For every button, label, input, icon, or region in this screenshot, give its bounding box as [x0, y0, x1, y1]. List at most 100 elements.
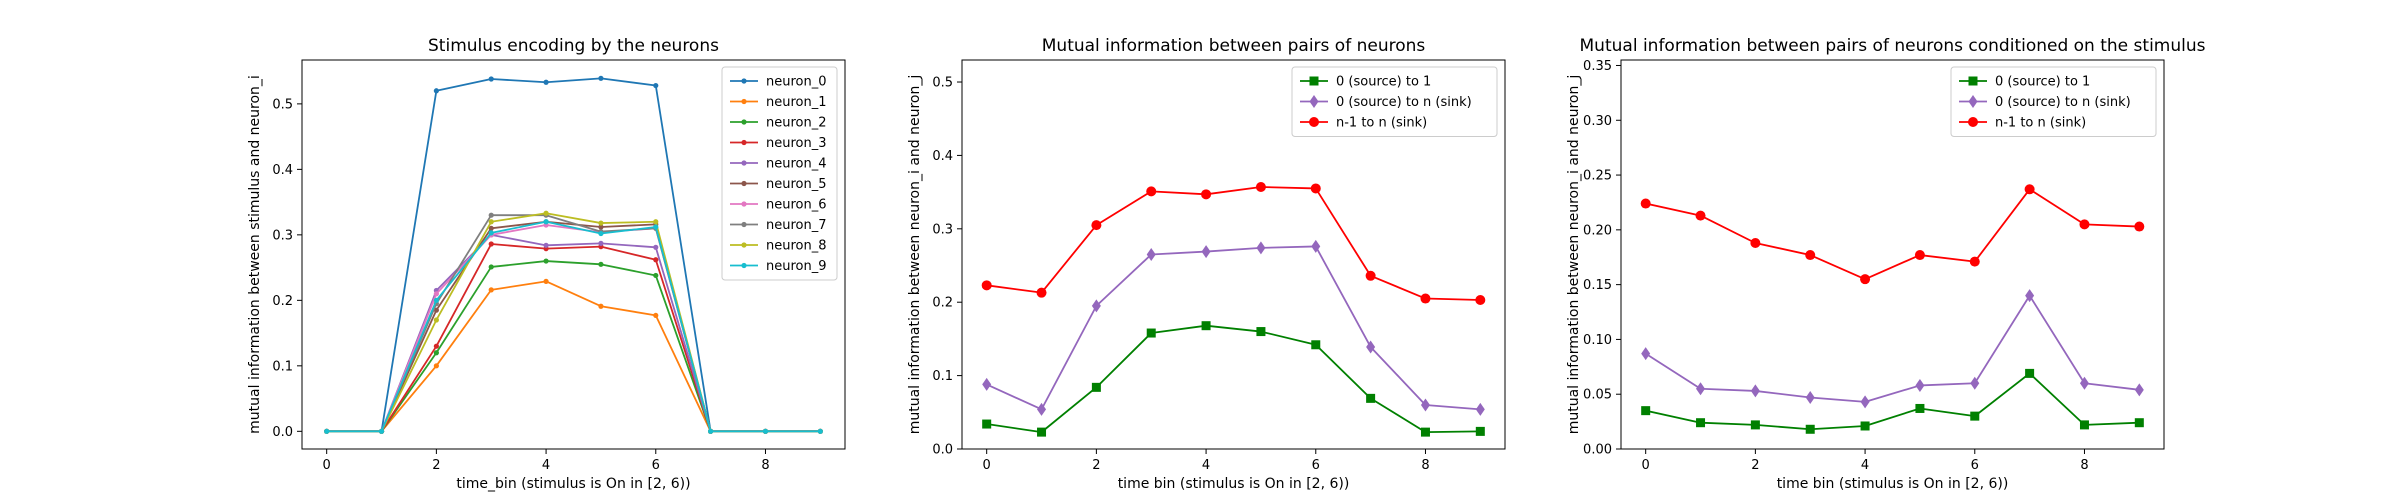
series-0-source-to-1: [982, 321, 1485, 437]
legend-item: neuron_5: [730, 177, 827, 192]
y-tick-label: 0.10: [1583, 333, 1612, 348]
data-point: [1860, 395, 1870, 409]
x-tick-label: 6: [1971, 458, 1979, 473]
y-tick-label: 0.1: [932, 369, 953, 384]
data-point: [1256, 327, 1266, 337]
x-tick-label: 2: [1092, 458, 1100, 473]
series-line: [986, 245, 1481, 411]
legend-marker: [1309, 95, 1319, 108]
legend-label: neuron_1: [766, 95, 827, 110]
data-point: [1036, 287, 1047, 298]
legend-label: n-1 to n (sink): [1336, 116, 1427, 131]
chart-title: Mutual information between pairs of neur…: [1580, 36, 2206, 56]
data-point: [1970, 411, 1980, 421]
data-point: [1037, 427, 1047, 437]
data-point: [982, 377, 992, 391]
data-point: [433, 363, 439, 369]
data-point: [488, 287, 494, 293]
axes-frame: [961, 59, 1506, 450]
y-tick-label: 0.3: [932, 222, 953, 237]
legend-marker: [741, 201, 747, 207]
data-point: [433, 88, 439, 94]
x-tick-label: 2: [432, 458, 440, 473]
y-tick-label: 0.35: [1583, 59, 1612, 74]
data-point: [653, 82, 659, 89]
series-neuron-2: [324, 258, 823, 434]
data-point: [488, 241, 494, 247]
legend-marker: [741, 221, 747, 228]
data-point: [1915, 403, 1925, 413]
data-point: [1091, 382, 1101, 392]
data-point: [981, 280, 992, 291]
legend-item: n-1 to n (sink): [1300, 116, 1427, 131]
x-tick-label: 4: [1861, 458, 1869, 473]
data-point: [433, 350, 439, 356]
data-point: [1696, 382, 1706, 396]
data-point: [1037, 402, 1047, 416]
data-point: [1146, 186, 1157, 197]
data-point: [2134, 418, 2144, 428]
data-point: [653, 257, 659, 263]
x-tick-label: 4: [542, 458, 550, 473]
data-point: [2134, 221, 2145, 232]
y-tick-label: 0.4: [932, 149, 953, 164]
data-point: [488, 264, 494, 270]
legend: 0 (source) to 1 0 (source) to n (sink) n-1…: [1950, 66, 2157, 137]
data-point: [1915, 378, 1925, 392]
series-line: [326, 220, 821, 433]
x-axis-label: time_bin (stimulus is On in [2, 6)): [456, 476, 690, 492]
legend-label: neuron_3: [766, 136, 827, 151]
data-point: [1805, 424, 1815, 434]
series-line: [986, 324, 1481, 434]
data-point: [598, 240, 604, 246]
series-0-source-to-n-sink-: [982, 239, 1485, 416]
chart-panel-3: Mutual information between pairs of neur…: [1566, 36, 2206, 492]
y-tick-label: 0.15: [1583, 278, 1612, 293]
y-tick-label: 0.0: [932, 443, 953, 458]
y-axis-label: mutual information between stimulus and …: [247, 75, 263, 434]
data-point: [488, 225, 494, 231]
data-point: [543, 242, 549, 248]
legend-item: neuron_9: [730, 259, 827, 274]
data-point: [653, 244, 659, 250]
x-tick-label: 4: [1202, 458, 1210, 473]
data-point: [2134, 383, 2144, 397]
data-point: [1805, 390, 1815, 404]
data-point: [1750, 237, 1761, 248]
data-point: [543, 210, 549, 216]
legend-item: 0 (source) to 1: [1300, 75, 1431, 90]
x-axis-label: time bin (stimulus is On in [2, 6)): [1118, 476, 1350, 492]
data-point: [1366, 340, 1376, 354]
y-tick-label: 0.1: [272, 359, 293, 374]
data-point: [488, 230, 494, 236]
series-neuron-1: [324, 278, 823, 434]
data-point: [598, 303, 604, 309]
legend-item: n-1 to n (sink): [1959, 116, 2086, 131]
series-line: [326, 280, 821, 433]
y-axis-label: mutual information between neuron_i and …: [907, 75, 923, 435]
data-point: [817, 428, 823, 434]
legend-marker: [741, 119, 747, 125]
x-tick-label: 0: [983, 458, 991, 473]
data-point: [1201, 245, 1211, 259]
legend-marker: [741, 242, 747, 248]
data-point: [1914, 250, 1925, 261]
data-point: [433, 317, 439, 323]
data-point: [653, 219, 659, 225]
legend-label: neuron_5: [766, 177, 827, 192]
legend-label: neuron_2: [766, 116, 827, 131]
data-point: [1860, 421, 1870, 431]
x-axis-label: time bin (stimulus is On in [2, 6)): [1777, 476, 2009, 492]
y-tick-label: 0.05: [1583, 388, 1612, 403]
y-tick-label: 0.25: [1583, 169, 1612, 184]
data-point: [1201, 189, 1212, 200]
x-tick-label: 2: [1751, 458, 1759, 473]
data-point: [488, 219, 494, 225]
data-point: [598, 261, 604, 267]
series-line: [986, 186, 1481, 301]
data-point: [982, 419, 992, 429]
y-tick-label: 0.4: [272, 163, 293, 178]
chart-panel-2: Mutual information between pairs of neur…: [907, 36, 1506, 492]
y-tick-label: 0.00: [1583, 443, 1612, 458]
series-n-1-to-n-sink-: [1640, 184, 2145, 285]
